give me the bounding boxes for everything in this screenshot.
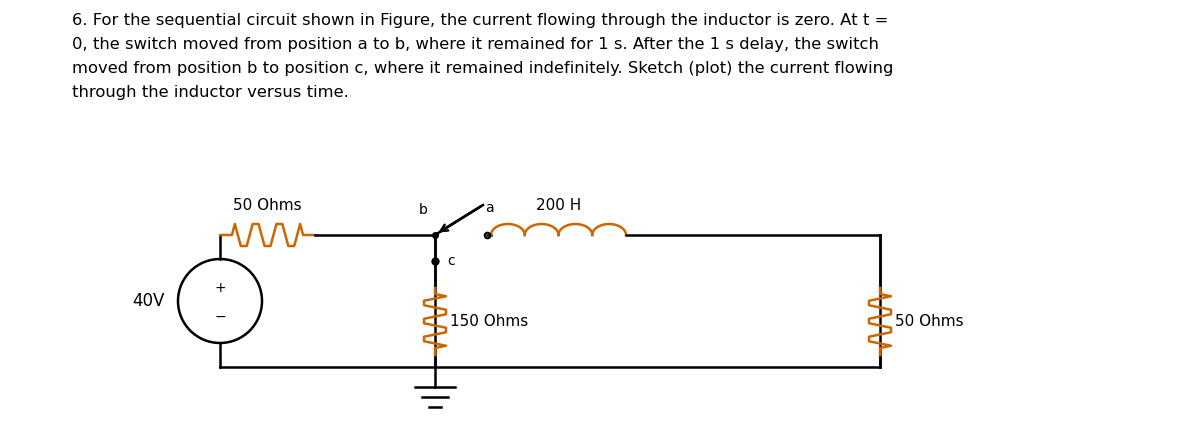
Text: 200 H: 200 H xyxy=(536,198,581,213)
Text: +: + xyxy=(214,281,226,295)
Text: a: a xyxy=(485,201,493,215)
Text: 150 Ohms: 150 Ohms xyxy=(450,313,528,328)
Text: −: − xyxy=(214,310,226,324)
Text: b: b xyxy=(419,203,427,217)
Text: 40V: 40V xyxy=(132,292,164,310)
Text: 50 Ohms: 50 Ohms xyxy=(233,198,302,213)
Text: 6. For the sequential circuit shown in Figure, the current flowing through the i: 6. For the sequential circuit shown in F… xyxy=(72,13,893,101)
Text: 50 Ohms: 50 Ohms xyxy=(895,313,964,328)
Text: c: c xyxy=(446,254,455,268)
